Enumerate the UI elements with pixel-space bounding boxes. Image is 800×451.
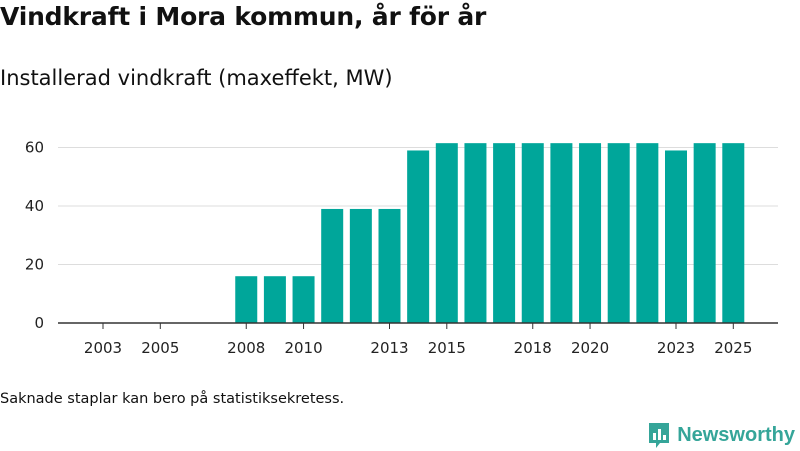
bar-2017: [493, 143, 516, 323]
bar-2022: [636, 143, 659, 323]
y-tick-label: 40: [25, 197, 44, 215]
bar-2012: [349, 208, 372, 323]
newsworthy-logo[interactable]: Newsworthy: [647, 419, 795, 451]
bar-2009: [263, 276, 286, 323]
y-tick-label: 60: [25, 139, 44, 157]
y-tick-label: 20: [25, 256, 44, 274]
chart-subtitle: Installerad vindkraft (maxeffekt, MW): [0, 66, 393, 90]
x-tick-label: 2025: [714, 339, 752, 357]
bar-2020: [579, 143, 602, 323]
x-axis: 2003 2005 2008 2010 2013 2015 2018 2020 2023 2025: [58, 322, 778, 357]
bar-2023: [665, 150, 687, 323]
bar-2010: [292, 276, 315, 323]
newsworthy-logo-text: Newsworthy: [677, 423, 795, 446]
chart-title: Vindkraft i Mora kommun, år för år: [0, 2, 487, 31]
footnote: Saknade staplar kan bero på statistiksek…: [0, 391, 345, 407]
bar-2014: [407, 150, 430, 323]
x-tick-label: 2020: [571, 339, 609, 357]
x-tick-label: 2018: [514, 339, 552, 357]
bar-2025: [722, 143, 745, 323]
x-tick-label: 2008: [227, 339, 265, 357]
bar-2015: [435, 143, 458, 323]
bar-2021: [607, 143, 630, 323]
x-tick-label: 2003: [84, 339, 122, 357]
x-tick-label: 2023: [657, 339, 695, 357]
bar-2013: [378, 208, 401, 323]
x-tick-label: 2013: [370, 339, 408, 357]
x-tick-label: 2005: [141, 339, 179, 357]
y-axis-ticks: 0 20 40 60: [25, 139, 44, 332]
bar-2016: [464, 143, 487, 323]
bar-2019: [550, 143, 573, 323]
y-tick-label: 0: [34, 314, 44, 332]
x-tick-label: 2015: [428, 339, 466, 357]
bar-2011: [321, 208, 344, 323]
bars: [235, 143, 745, 323]
x-tick-label: 2010: [284, 339, 322, 357]
bar-2018: [521, 143, 544, 323]
bar-chart: 0 20 40 60 2003 2005 2008 2010 2013 2015 2018 2020…: [25, 139, 778, 357]
bar-2008: [235, 276, 258, 323]
bar-2024: [693, 143, 716, 323]
newsworthy-logo-icon: [649, 423, 670, 448]
